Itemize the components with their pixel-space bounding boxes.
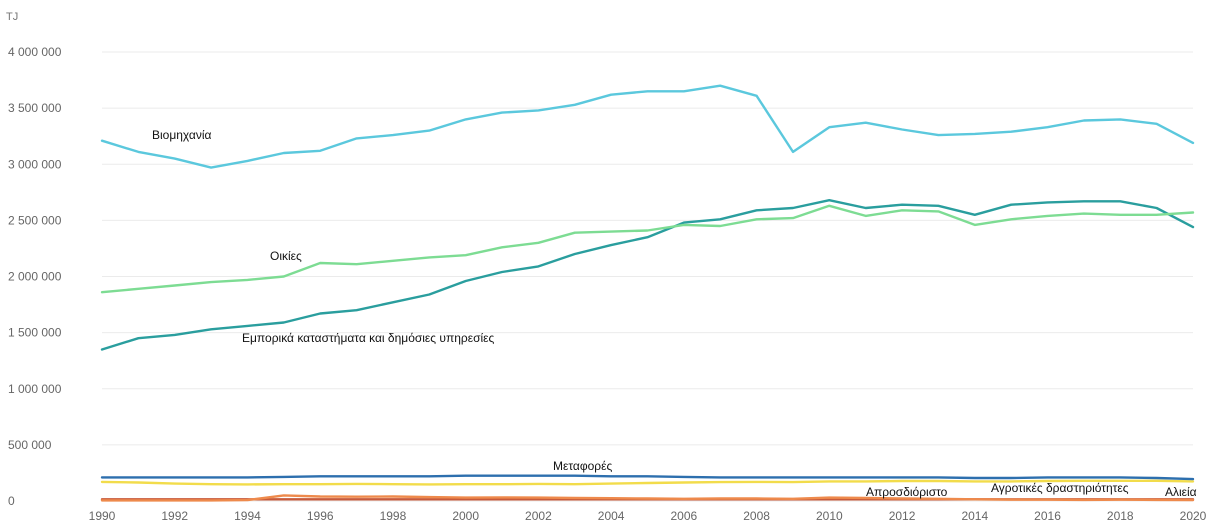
x-tick-label: 2008 [743,509,770,523]
y-tick-label: 4 000 000 [8,45,62,59]
series-label-households: Οικίες [270,249,302,263]
y-tick-label: 3 500 000 [8,101,62,115]
series-line [100,474,1195,481]
x-tick-label: 2018 [1107,509,1134,523]
series-label-transport: Μεταφορές [553,459,612,473]
y-tick-label: 0 [8,494,15,508]
x-tick-label: 1996 [307,509,334,523]
series-label-industry: Βιομηχανία [152,128,212,142]
series-line [100,198,1195,351]
x-tick-label: 2006 [671,509,698,523]
x-tick-label: 1992 [161,509,188,523]
y-tick-label: 1 500 000 [8,326,62,340]
x-axis: 1990 1992 1994 1996 1998 2000 2002 2004 2006 2008… [89,509,1207,523]
grid [102,51,1193,502]
series-label-agriculture: Αγροτικές δραστηριότητες [991,481,1129,495]
y-tick-label: 2 000 000 [8,270,62,284]
series-line [100,494,1195,502]
x-tick-label: 2020 [1180,509,1207,523]
series-label-unspecified: Απροσδιόριστο [866,485,948,499]
x-tick-label: 2016 [1034,509,1061,523]
x-tick-label: 2014 [961,509,988,523]
series-line [100,84,1195,169]
series-line [100,204,1195,294]
series-lines [100,84,1195,502]
x-tick-label: 2002 [525,509,552,523]
series-line [100,479,1195,486]
unit-label: TJ [6,11,18,23]
x-tick-label: 1990 [89,509,116,523]
series-labels: Βιομηχανία Οικίες Εμπορικά καταστήματα κ… [152,128,1197,499]
y-tick-label: 500 000 [8,438,52,452]
series-label-commercial: Εμπορικά καταστήματα και δημόσιες υπηρεσ… [242,331,495,345]
y-tick-label: 2 500 000 [8,213,62,227]
x-tick-label: 1994 [234,509,261,523]
y-tick-label: 3 000 000 [8,157,62,171]
y-tick-label: 1 000 000 [8,382,62,396]
x-tick-label: 2010 [816,509,843,523]
y-axis: 0 500 000 1 000 000 1 500 000 2 000 000 2 500… [8,45,62,508]
x-tick-label: 2012 [889,509,916,523]
x-tick-label: 1998 [380,509,407,523]
series-label-fishing: Αλιεία [1165,485,1197,499]
x-tick-label: 2004 [598,509,625,523]
x-tick-label: 2000 [452,509,479,523]
